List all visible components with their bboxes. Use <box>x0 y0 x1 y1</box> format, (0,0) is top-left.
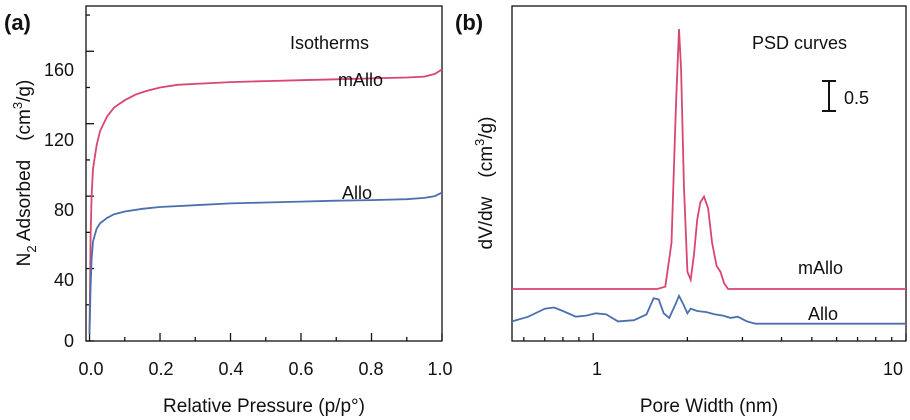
panel-a-x-tick-label: 0.8 <box>358 359 383 379</box>
panel-a-y-axis-label: N2 Adsorbed (cm3/g) <box>10 80 39 267</box>
panel-b-y-label-end: /g) <box>476 117 497 139</box>
panel-a-series-label-mallo: mAllo <box>338 70 383 90</box>
panel-b-y-axis-label: dV/dw (cm3/g) <box>472 117 497 250</box>
panel-a-annotation: Isotherms <box>290 33 369 53</box>
panel-a-label: (a) <box>4 10 31 35</box>
panel-a-x-tick-label: 0.4 <box>218 359 243 379</box>
panel-a-x-tick-label: 1.0 <box>427 359 452 379</box>
panel-a: (a) 0 40 80 120 160 0.0 0.2 0.4 0.6 0.8 … <box>4 5 453 417</box>
panel-b-frame <box>511 5 907 342</box>
panel-a-x-tick-label: 0.6 <box>288 359 313 379</box>
panel-a-y-tick-label: 0 <box>64 331 74 351</box>
panel-a-y-tick-label: 40 <box>54 270 74 290</box>
panel-a-series-label-allo: Allo <box>342 183 372 203</box>
panel-b-annotation: PSD curves <box>752 33 847 53</box>
panel-a-y-tick-labels: 0 40 80 120 160 <box>44 60 74 351</box>
panel-b-x-tick-labels: 1 10 <box>592 359 903 379</box>
panel-a-y-tick-label: 120 <box>44 130 74 150</box>
panel-b-x-tick-label: 10 <box>883 359 903 379</box>
panel-a-x-tick-labels: 0.0 0.2 0.4 0.6 0.8 1.0 <box>78 359 452 379</box>
panel-a-y-tick-label: 80 <box>54 200 74 220</box>
panel-b-series-line-allo <box>511 293 906 325</box>
panel-b-series-line-mallo <box>512 29 906 290</box>
panel-a-y-label-sup: 3 <box>10 102 25 109</box>
panel-a-y-label-main: N <box>14 253 35 267</box>
panel-a-frame <box>85 5 443 342</box>
panel-a-series <box>88 68 443 334</box>
panel-a-x-axis-label: Relative Pressure (p/p°) <box>163 396 365 417</box>
panel-a-x-tick-label: 0.0 <box>78 359 103 379</box>
panel-b-series-label-allo: Allo <box>808 304 838 324</box>
scale-bar-label: 0.5 <box>844 88 869 108</box>
panel-b-series-label-mallo: mAllo <box>798 258 843 278</box>
panel-a-y-label-rest: Adsorbed (cm <box>14 109 35 245</box>
panel-a-y-label-sub: 2 <box>24 245 39 252</box>
panel-a-ticks <box>86 14 443 342</box>
panel-b-x-tick-label: 1 <box>592 359 602 379</box>
panel-b-ticks <box>523 333 907 341</box>
panel-a-y-tick-label: 160 <box>44 60 74 80</box>
panel-a-y-label-end: /g) <box>14 80 35 102</box>
panel-a-x-tick-label: 0.2 <box>148 359 173 379</box>
panel-b-x-axis-label: Pore Width (nm) <box>640 396 778 417</box>
panel-b-series <box>511 29 906 325</box>
panel-b-label: (b) <box>455 10 483 35</box>
panel-a-series-line-mallo <box>88 68 443 334</box>
panel-b: (b) 1 10 Pore Width (nm) dV/dw (cm3/g) P… <box>455 5 907 417</box>
panel-b-y-label-sup: 3 <box>472 139 487 146</box>
panel-a-series-line-allo <box>88 191 443 334</box>
scale-bar: 0.5 <box>822 80 869 112</box>
panel-b-y-label-main: dV/dw (cm <box>476 146 497 249</box>
